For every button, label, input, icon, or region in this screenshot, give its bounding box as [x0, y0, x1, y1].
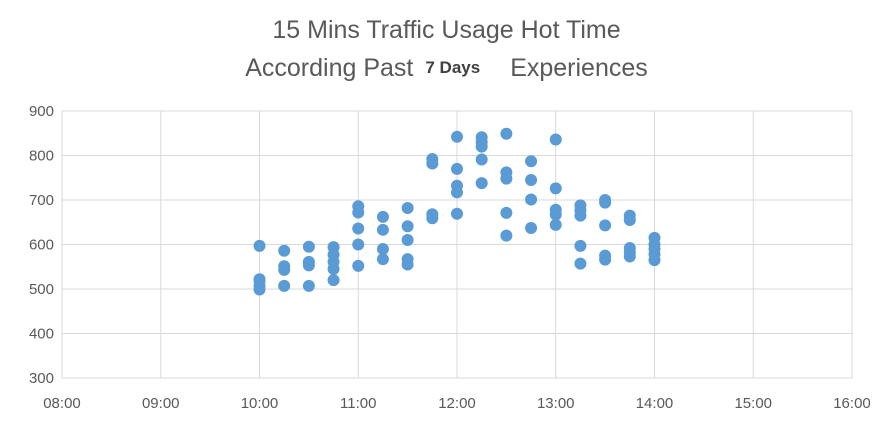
- scatter-point: [376, 242, 389, 255]
- scatter-point: [352, 222, 365, 235]
- scatter-point: [648, 254, 661, 267]
- x-tick-label: 12:00: [438, 395, 476, 412]
- y-tick-label: 800: [29, 148, 54, 165]
- scatter-point: [525, 155, 538, 168]
- scatter-point: [549, 208, 562, 221]
- scatter-point: [278, 244, 291, 257]
- scatter-point: [599, 196, 612, 209]
- scatter-point: [401, 202, 414, 215]
- scatter-point: [500, 206, 513, 219]
- x-tick-label: 08:00: [43, 395, 81, 412]
- scatter-point: [500, 127, 513, 140]
- y-tick-label: 400: [29, 326, 54, 343]
- scatter-point: [426, 212, 439, 225]
- scatter-point: [500, 172, 513, 185]
- scatter-point: [574, 239, 587, 252]
- scatter-point: [327, 262, 340, 275]
- scatter-point: [599, 219, 612, 232]
- scatter-point: [302, 259, 315, 272]
- scatter-point: [451, 186, 463, 199]
- x-tick-label: 13:00: [537, 395, 575, 412]
- scatter-point: [451, 207, 463, 220]
- scatter-point: [623, 214, 636, 227]
- chart-title-days: 7 Days: [425, 58, 481, 77]
- scatter-point: [623, 250, 636, 263]
- y-tick-label: 900: [29, 103, 54, 120]
- scatter-point: [401, 220, 414, 233]
- x-tick-label: 09:00: [142, 395, 180, 412]
- scatter-point: [451, 162, 463, 175]
- scatter-point: [302, 279, 315, 292]
- scatter-point: [500, 229, 513, 242]
- scatter-point: [599, 253, 612, 266]
- gridlines: [61, 110, 853, 379]
- scatter-point: [525, 222, 538, 235]
- chart-title-suffix: Experiences: [510, 54, 648, 82]
- scatter-point: [401, 258, 414, 271]
- x-tick-label: 15:00: [734, 395, 772, 412]
- scatter-point: [352, 259, 365, 272]
- x-tick-label: 16:00: [833, 395, 871, 412]
- y-tick-label: 700: [29, 192, 54, 209]
- scatter-point: [475, 153, 488, 166]
- scatter-point: [352, 238, 365, 251]
- tick-labels: 300 400 500 600 700 800 900 08:00 09:00 10:00 11:0…: [29, 103, 871, 412]
- y-tick-label: 500: [29, 281, 54, 298]
- scatter-point: [574, 209, 587, 222]
- chart-title-prefix: According Past: [245, 54, 414, 82]
- y-tick-label: 600: [29, 237, 54, 254]
- x-tick-label: 10:00: [241, 395, 279, 412]
- scatter-point: [253, 283, 266, 296]
- scatter-point: [376, 210, 389, 223]
- scatter-point: [549, 182, 562, 195]
- scatter-point: [376, 253, 389, 266]
- scatter-point: [525, 173, 538, 186]
- scatter-point: [426, 157, 439, 170]
- scatter-point: [327, 274, 340, 287]
- scatter-point: [451, 130, 463, 143]
- scatter-point: [302, 240, 315, 253]
- scatter-point: [278, 279, 291, 292]
- scatter-point: [253, 239, 266, 252]
- scatter-point: [475, 177, 488, 190]
- scatter-point: [574, 257, 587, 270]
- scatter-point: [278, 263, 291, 276]
- x-tick-label: 11:00: [340, 395, 376, 412]
- y-tick-label: 300: [29, 370, 54, 387]
- scatter-point: [376, 223, 389, 236]
- scatter-point: [475, 140, 488, 153]
- scatter-point: [401, 234, 414, 247]
- chart-title-line1: 15 Mins Traffic Usage Hot Time: [272, 16, 621, 44]
- scatter-point: [525, 193, 538, 206]
- scatter-point: [549, 133, 562, 146]
- data-points: [253, 127, 661, 296]
- scatter-point: [549, 218, 562, 231]
- scatter-point: [352, 206, 365, 219]
- chart-title-line2: According Past 7 Days Experiences: [0, 54, 893, 83]
- x-tick-label: 14:00: [636, 395, 674, 412]
